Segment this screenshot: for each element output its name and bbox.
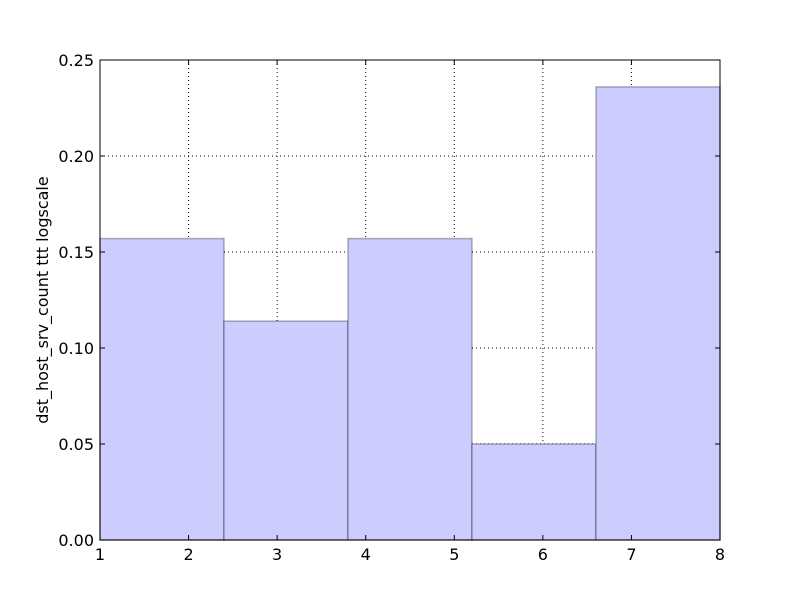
x-tick-label: 4 — [361, 545, 371, 564]
histogram-bar — [347, 237, 473, 541]
y-tick-label: 0.00 — [58, 531, 94, 550]
x-tick-label: 1 — [95, 545, 105, 564]
y-tick-label: 0.25 — [58, 51, 94, 70]
plot-frame — [99, 59, 721, 541]
x-tick-label: 2 — [183, 545, 193, 564]
histogram-bar — [223, 320, 349, 541]
y-tick-labels: 0.00 0.05 0.10 0.15 0.20 0.25 — [58, 51, 94, 550]
x-tick-labels: 1 2 3 4 5 6 7 8 — [95, 545, 725, 564]
x-tick-label: 3 — [272, 545, 282, 564]
bars-layer — [99, 86, 721, 541]
y-tick-label: 0.20 — [58, 147, 94, 166]
y-tick-label: 0.15 — [58, 243, 94, 262]
x-tick-label: 6 — [538, 545, 548, 564]
x-tick-label: 5 — [449, 545, 459, 564]
histogram-bar — [99, 237, 225, 541]
x-tick-label: 8 — [715, 545, 725, 564]
histogram-bar — [595, 86, 721, 541]
histogram-bar — [471, 443, 597, 541]
x-tick-label: 7 — [626, 545, 636, 564]
ticks-layer — [99, 59, 721, 541]
y-tick-label: 0.05 — [58, 435, 94, 454]
y-tick-label: 0.10 — [58, 339, 94, 358]
y-axis-label: dst_host_srv_count ttt logscale — [33, 176, 53, 423]
